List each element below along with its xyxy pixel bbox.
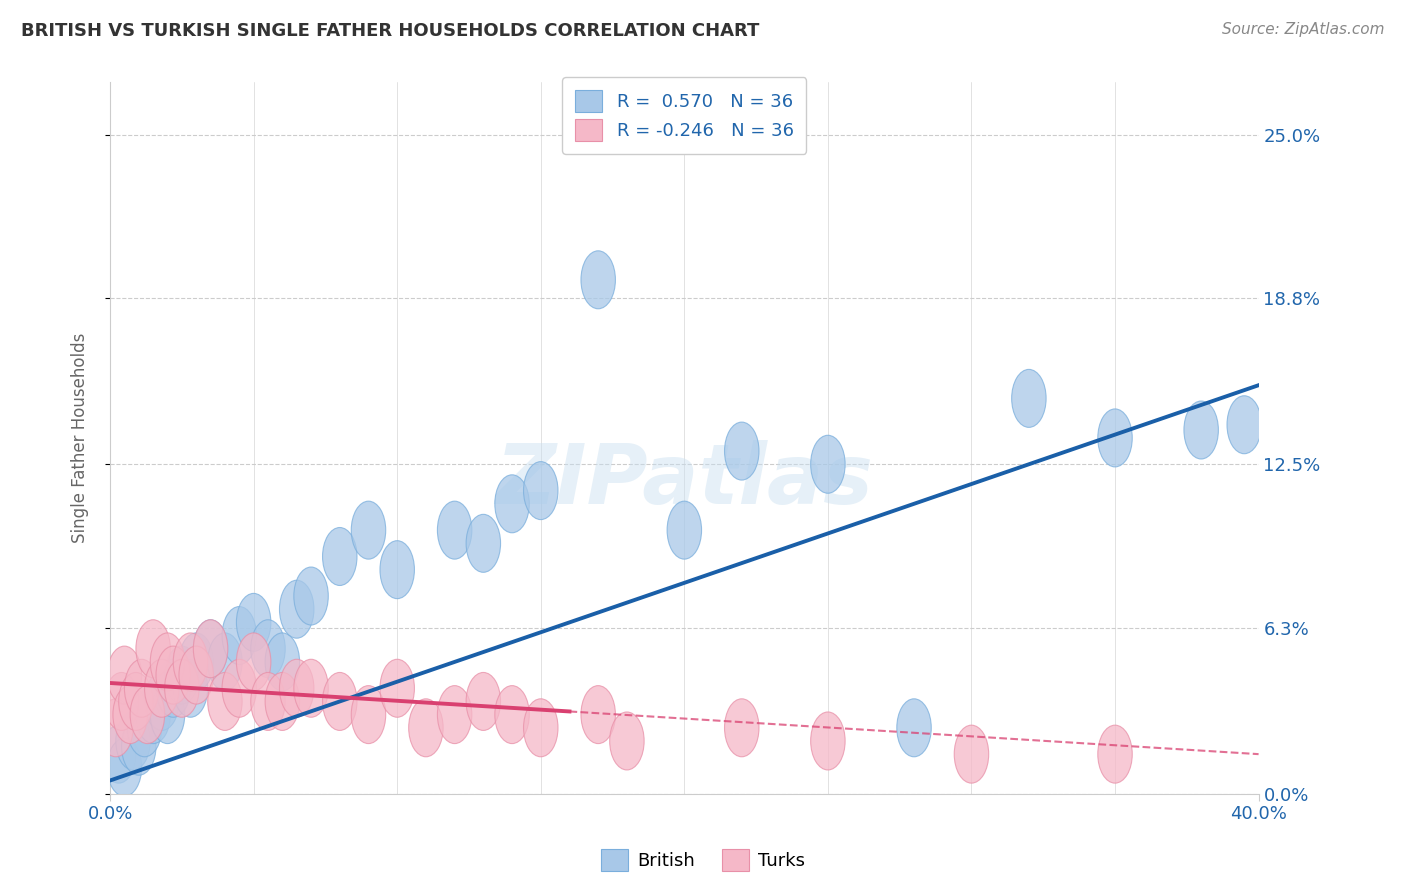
Ellipse shape — [1184, 401, 1219, 459]
Ellipse shape — [156, 659, 190, 717]
Ellipse shape — [131, 686, 165, 744]
Ellipse shape — [165, 646, 200, 704]
Ellipse shape — [437, 686, 472, 744]
Ellipse shape — [236, 593, 271, 651]
Ellipse shape — [250, 620, 285, 678]
Ellipse shape — [352, 501, 385, 559]
Ellipse shape — [294, 567, 328, 625]
Ellipse shape — [173, 659, 208, 717]
Ellipse shape — [897, 698, 931, 756]
Ellipse shape — [121, 717, 156, 775]
Ellipse shape — [107, 646, 142, 704]
Ellipse shape — [724, 422, 759, 480]
Ellipse shape — [280, 580, 314, 638]
Ellipse shape — [222, 607, 256, 665]
Ellipse shape — [107, 739, 142, 797]
Ellipse shape — [294, 659, 328, 717]
Ellipse shape — [666, 501, 702, 559]
Ellipse shape — [179, 633, 214, 691]
Ellipse shape — [811, 435, 845, 493]
Ellipse shape — [179, 646, 214, 704]
Ellipse shape — [581, 251, 616, 309]
Ellipse shape — [112, 686, 148, 744]
Ellipse shape — [173, 633, 208, 691]
Ellipse shape — [1227, 396, 1261, 454]
Ellipse shape — [352, 686, 385, 744]
Ellipse shape — [610, 712, 644, 770]
Ellipse shape — [150, 633, 184, 691]
Ellipse shape — [1012, 369, 1046, 427]
Ellipse shape — [145, 673, 179, 731]
Ellipse shape — [101, 725, 136, 783]
Ellipse shape — [266, 673, 299, 731]
Ellipse shape — [194, 620, 228, 678]
Ellipse shape — [495, 686, 529, 744]
Ellipse shape — [955, 725, 988, 783]
Ellipse shape — [322, 673, 357, 731]
Ellipse shape — [724, 698, 759, 756]
Ellipse shape — [250, 673, 285, 731]
Ellipse shape — [115, 712, 150, 770]
Ellipse shape — [523, 462, 558, 520]
Ellipse shape — [1098, 409, 1132, 467]
Ellipse shape — [156, 646, 190, 704]
Text: Source: ZipAtlas.com: Source: ZipAtlas.com — [1222, 22, 1385, 37]
Ellipse shape — [208, 673, 242, 731]
Ellipse shape — [128, 698, 162, 756]
Ellipse shape — [118, 673, 153, 731]
Ellipse shape — [380, 659, 415, 717]
Ellipse shape — [322, 527, 357, 585]
Ellipse shape — [236, 633, 271, 691]
Ellipse shape — [523, 698, 558, 756]
Ellipse shape — [811, 712, 845, 770]
Ellipse shape — [266, 633, 299, 691]
Ellipse shape — [145, 659, 179, 717]
Ellipse shape — [409, 698, 443, 756]
Ellipse shape — [581, 686, 616, 744]
Ellipse shape — [124, 659, 159, 717]
Ellipse shape — [165, 659, 200, 717]
Ellipse shape — [437, 501, 472, 559]
Ellipse shape — [208, 633, 242, 691]
Ellipse shape — [1098, 725, 1132, 783]
Ellipse shape — [280, 659, 314, 717]
Ellipse shape — [222, 659, 256, 717]
Ellipse shape — [150, 686, 184, 744]
Ellipse shape — [380, 541, 415, 599]
Legend: R =  0.570   N = 36, R = -0.246   N = 36: R = 0.570 N = 36, R = -0.246 N = 36 — [562, 77, 806, 153]
Ellipse shape — [136, 620, 170, 678]
Legend: British, Turks: British, Turks — [593, 842, 813, 879]
Text: ZIPatlas: ZIPatlas — [495, 440, 873, 521]
Text: BRITISH VS TURKISH SINGLE FATHER HOUSEHOLDS CORRELATION CHART: BRITISH VS TURKISH SINGLE FATHER HOUSEHO… — [21, 22, 759, 40]
Ellipse shape — [104, 673, 139, 731]
Ellipse shape — [467, 515, 501, 573]
Ellipse shape — [136, 686, 170, 744]
Ellipse shape — [194, 620, 228, 678]
Ellipse shape — [495, 475, 529, 533]
Ellipse shape — [467, 673, 501, 731]
Ellipse shape — [98, 698, 134, 756]
Y-axis label: Single Father Households: Single Father Households — [72, 333, 89, 543]
